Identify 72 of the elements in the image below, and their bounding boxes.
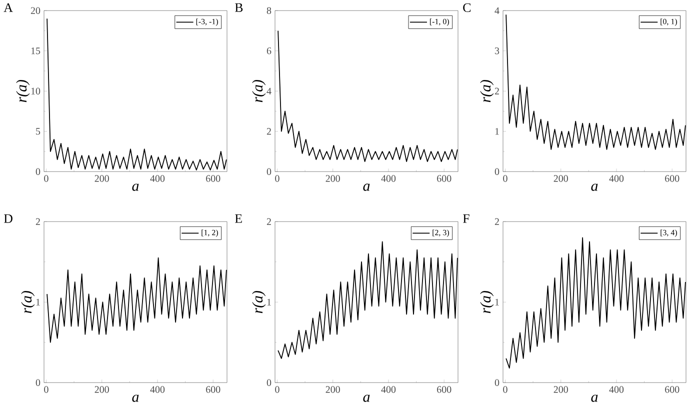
chart-title: E <box>234 214 242 223</box>
y-tick-label: 15 <box>31 48 40 54</box>
y-tick-label: 2 <box>266 128 271 135</box>
line-series <box>278 241 458 360</box>
chart-title: F <box>462 214 470 223</box>
x-tick-label: 200 <box>326 175 340 182</box>
x-tick-label: 200 <box>326 386 340 394</box>
x-axis-title: a <box>591 184 598 192</box>
x-axis-title: a <box>363 394 370 402</box>
x-tick-label: 600 <box>437 386 452 394</box>
y-tick-label: 0 <box>266 379 272 386</box>
chart-title: A <box>4 4 13 12</box>
y-axis-title: r(a) <box>16 80 30 102</box>
x-tick-label: 600 <box>665 386 680 394</box>
line-series <box>278 30 458 162</box>
x-tick-label: 600 <box>665 175 680 182</box>
x-tick-label: 400 <box>609 175 624 182</box>
x-axis-title: a <box>363 184 370 192</box>
y-tick-label: 0 <box>36 168 40 176</box>
chart-title: C <box>463 4 471 12</box>
y-tick-label: 4 <box>494 8 500 14</box>
y-axis-title: r(a) <box>252 80 266 102</box>
y-tick-label: 20 <box>30 7 40 14</box>
x-tick-label: 0 <box>275 386 280 394</box>
x-tick-label: 0 <box>503 386 508 394</box>
chart-title: D <box>4 214 12 224</box>
x-tick-label: 400 <box>381 386 396 394</box>
chart-title: B <box>234 4 243 12</box>
line-series <box>46 258 227 343</box>
y-tick-label: 8 <box>266 7 272 14</box>
y-tick-label: 1 <box>36 299 40 306</box>
x-tick-label: 0 <box>44 386 48 394</box>
line-series <box>46 18 227 171</box>
y-tick-label: 10 <box>31 88 40 95</box>
x-tick-label: 0 <box>44 175 48 182</box>
x-tick-label: 200 <box>94 386 109 394</box>
y-tick-label: 3 <box>494 48 500 54</box>
y-axis-title: r(a) <box>252 291 266 314</box>
x-axis-title: a <box>132 184 139 192</box>
x-tick-label: 600 <box>206 386 220 394</box>
y-tick-label: 0 <box>494 379 500 386</box>
y-tick-label: 2 <box>266 218 271 226</box>
y-tick-label: 4 <box>266 88 272 95</box>
y-tick-label: 2 <box>36 218 40 226</box>
x-tick-label: 400 <box>150 175 165 182</box>
y-tick-label: 0 <box>266 168 272 176</box>
x-tick-label: 0 <box>503 175 508 182</box>
y-tick-label: 2 <box>494 88 499 95</box>
line-series <box>506 14 686 150</box>
x-tick-label: 200 <box>554 386 568 394</box>
y-axis-title: r(a) <box>480 80 494 102</box>
y-tick-label: 1 <box>495 128 499 135</box>
y-tick-label: 1 <box>495 299 499 306</box>
x-tick-label: 200 <box>554 175 568 182</box>
x-axis-title: a <box>591 394 598 402</box>
line-series <box>506 237 686 369</box>
x-tick-label: 400 <box>381 175 396 182</box>
x-tick-label: 0 <box>275 175 280 182</box>
x-axis-title: a <box>132 394 139 402</box>
x-tick-label: 600 <box>206 175 220 182</box>
x-tick-label: 600 <box>437 175 452 182</box>
y-axis-title: r(a) <box>480 291 494 314</box>
x-tick-label: 400 <box>609 386 624 394</box>
y-tick-label: 0 <box>36 379 40 386</box>
y-tick-label: 0 <box>494 168 500 176</box>
x-tick-label: 400 <box>150 386 165 394</box>
x-tick-label: 200 <box>94 175 109 182</box>
y-axis-title: r(a) <box>21 291 35 314</box>
y-tick-label: 2 <box>494 218 499 226</box>
y-tick-label: 5 <box>36 128 40 135</box>
y-tick-label: 1 <box>267 299 271 306</box>
y-tick-label: 6 <box>266 48 272 54</box>
